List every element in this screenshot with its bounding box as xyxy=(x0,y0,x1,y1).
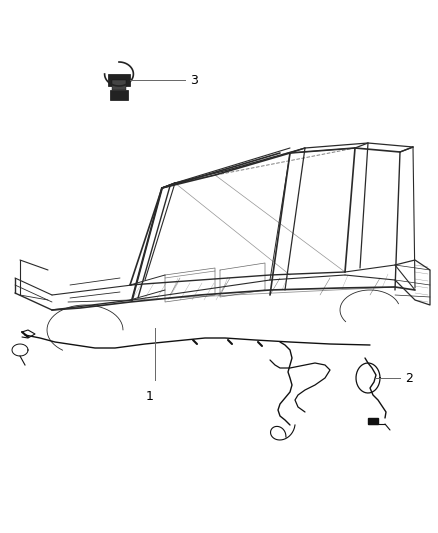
Text: 3: 3 xyxy=(190,74,198,86)
Text: 2: 2 xyxy=(405,372,413,384)
Bar xyxy=(112,80,126,90)
Bar xyxy=(108,74,130,86)
Bar xyxy=(368,418,378,424)
Bar xyxy=(110,90,128,100)
Text: 1: 1 xyxy=(146,390,154,403)
